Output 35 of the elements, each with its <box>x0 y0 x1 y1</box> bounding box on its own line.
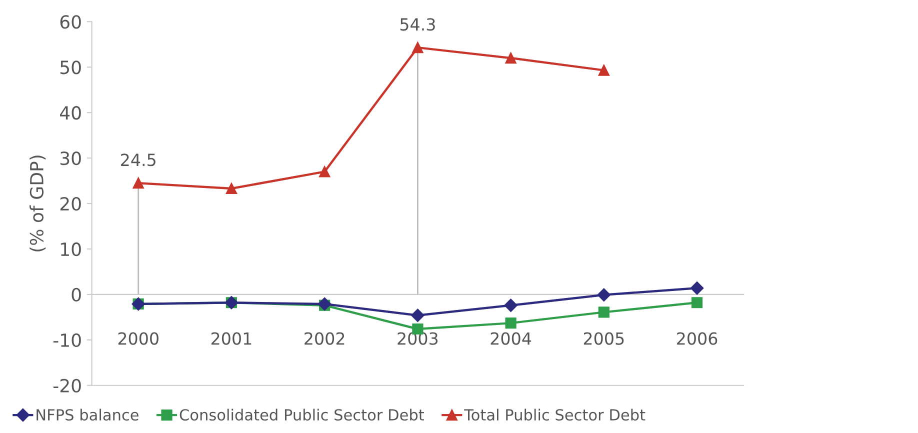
annotation: 24.5 <box>121 154 156 166</box>
point <box>504 298 518 312</box>
x-tick-label: 2002 <box>304 332 344 345</box>
y-tick-label: -10 <box>53 333 81 348</box>
legend-label: NFPS balance <box>36 408 138 421</box>
y-tick-label: 0 <box>72 288 81 302</box>
legend-label: Total Public Sector Debt <box>464 408 646 421</box>
point <box>411 308 424 322</box>
legend-label: Consolidated Public Sector Debt <box>180 408 424 421</box>
point <box>690 281 704 295</box>
point <box>226 182 238 194</box>
y-tick-label: -20 <box>53 378 81 392</box>
y-tick-label: 60 <box>60 15 81 29</box>
annotation: 54.3 <box>400 18 435 31</box>
point <box>598 306 610 318</box>
y-tick-label: 40 <box>60 106 81 120</box>
y-axis-title: (% of GDP) <box>30 156 46 252</box>
x-tick-label: 2000 <box>118 332 158 345</box>
point <box>598 64 610 76</box>
point <box>319 166 330 178</box>
x-tick-label: 2001 <box>211 332 252 345</box>
x-tick-label: 2005 <box>584 332 624 345</box>
y-tick-label: 10 <box>61 242 81 256</box>
point <box>505 52 516 64</box>
point <box>691 297 703 308</box>
point <box>132 177 144 189</box>
x-tick-label: 2006 <box>677 332 718 345</box>
y-tick-label: 20 <box>60 196 81 211</box>
point <box>597 288 610 302</box>
x-tick-label: 2004 <box>490 332 532 345</box>
point <box>505 318 516 329</box>
y-tick-label: 50 <box>60 60 81 74</box>
point <box>318 297 332 311</box>
point <box>412 42 424 54</box>
y-tick-label: 30 <box>60 152 81 166</box>
